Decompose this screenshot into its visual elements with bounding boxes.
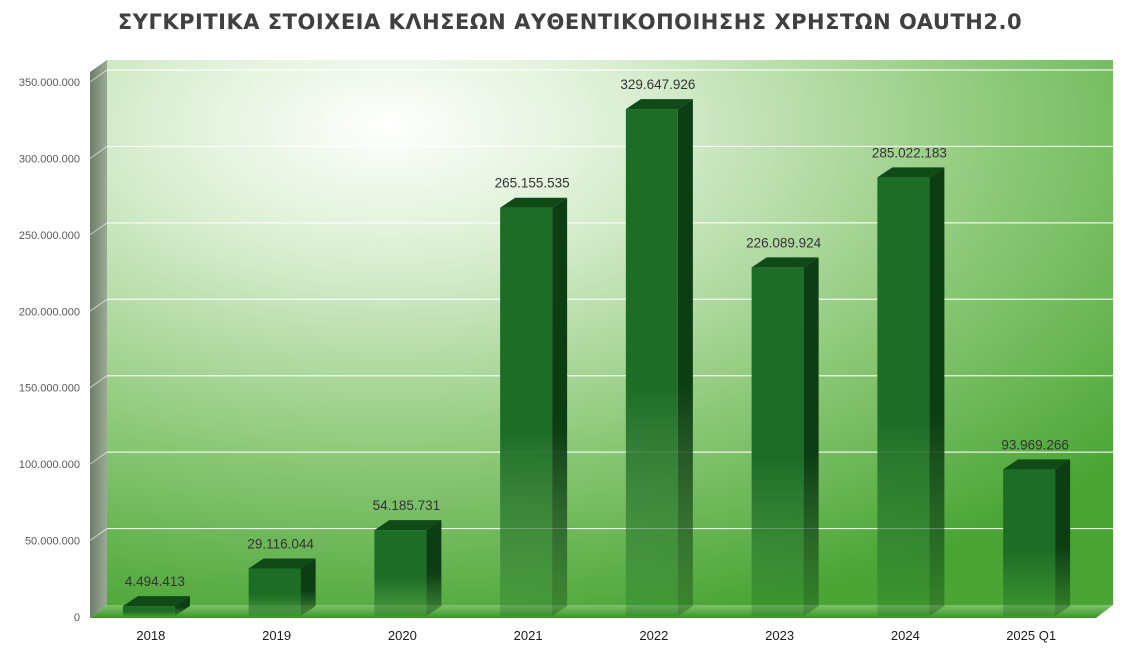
bar-side (426, 520, 442, 616)
bar-front (1003, 469, 1056, 616)
bar (877, 167, 945, 616)
gridline-wall (89, 528, 108, 541)
data-label: 329.647.926 (620, 77, 695, 92)
left-wall (90, 60, 107, 618)
bar-side (552, 197, 568, 616)
data-label: 265.155.535 (495, 176, 570, 191)
bar (122, 596, 190, 616)
x-tick-label: 2022 (639, 628, 668, 643)
y-tick-label: 50.000.000 (25, 536, 80, 548)
plot-background (107, 60, 1113, 605)
gridline-wall (89, 146, 108, 159)
x-tick-label: 2025 Q1 (1006, 628, 1056, 643)
bar (751, 257, 819, 616)
bar-side (677, 99, 693, 616)
bar-side (174, 596, 190, 616)
bar-side (803, 257, 819, 616)
bar-top (625, 99, 693, 110)
bar-front (248, 568, 301, 616)
bar-side (1055, 459, 1071, 616)
data-label: 54.185.731 (373, 498, 441, 513)
y-tick-label: 350.000.000 (19, 77, 80, 89)
bar-front (374, 530, 427, 616)
bar-side (300, 558, 316, 616)
bar-top (122, 596, 190, 607)
data-label: 4.494.413 (125, 574, 185, 589)
bar-top (374, 520, 442, 531)
bar (1003, 459, 1071, 616)
data-label: 285.022.183 (872, 145, 947, 160)
gridline-wall (89, 375, 108, 389)
data-label: 29.116.044 (247, 536, 314, 551)
floor (90, 605, 1113, 618)
bar-front (877, 177, 930, 616)
data-label: 93.969.266 (1001, 437, 1069, 452)
bar-front (500, 207, 553, 616)
data-label: 226.089.924 (746, 235, 822, 250)
bar (625, 99, 693, 617)
x-tick-label: 2018 (136, 628, 165, 643)
y-tick-label: 0 (74, 612, 80, 624)
x-tick-label: 2024 (891, 628, 920, 643)
bar-front (625, 109, 678, 617)
bar-front (751, 267, 804, 616)
chart-title: ΣΥΓΚΡΙΤΙΚΑ ΣΤΟΙΧΕΙΑ ΚΛΗΣΕΩΝ ΑΥΘΕΝΤΙΚΟΠΟΙ… (117, 10, 1023, 34)
bar (500, 197, 568, 616)
bar-top (500, 197, 568, 208)
bar-front (122, 606, 175, 616)
bar (374, 520, 442, 616)
gridline-wall (89, 69, 108, 83)
bar-top (248, 558, 316, 569)
y-tick-label: 150.000.000 (19, 383, 80, 395)
bar-top (1003, 459, 1071, 470)
y-tick-label: 300.000.000 (19, 153, 80, 165)
y-tick-label: 200.000.000 (19, 306, 80, 318)
gridline-wall (89, 222, 108, 236)
gridline-wall (89, 298, 108, 312)
x-tick-label: 2021 (514, 628, 543, 643)
x-tick-label: 2023 (765, 628, 794, 643)
x-tick-label: 2019 (262, 628, 291, 643)
bar-top (751, 257, 819, 268)
y-tick-label: 100.000.000 (19, 459, 80, 471)
x-tick-label: 2020 (388, 628, 417, 643)
bar-top (877, 167, 945, 178)
bar (248, 558, 316, 616)
y-tick-label: 250.000.000 (19, 230, 80, 242)
bar-side (929, 167, 945, 616)
gridline-wall (89, 451, 108, 465)
